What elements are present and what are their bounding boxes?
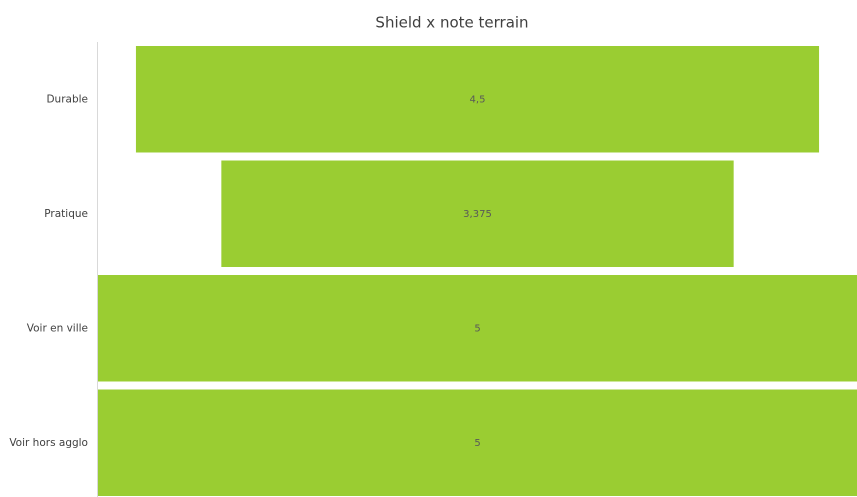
funnel-bar xyxy=(135,46,820,153)
category-label: Voir hors agglo xyxy=(9,437,88,449)
value-label: 4,5 xyxy=(470,94,486,105)
category-label: Durable xyxy=(46,93,88,105)
category-label: Voir en ville xyxy=(27,322,88,334)
value-label: 5 xyxy=(474,323,480,334)
value-label: 5 xyxy=(474,438,480,449)
chart-title: Shield x note terrain xyxy=(375,14,528,32)
category-label: Pratique xyxy=(44,208,88,220)
funnel-bar xyxy=(98,275,857,382)
funnel-bar xyxy=(98,389,857,496)
value-label: 3,375 xyxy=(463,209,492,220)
funnel-bar xyxy=(221,160,734,267)
